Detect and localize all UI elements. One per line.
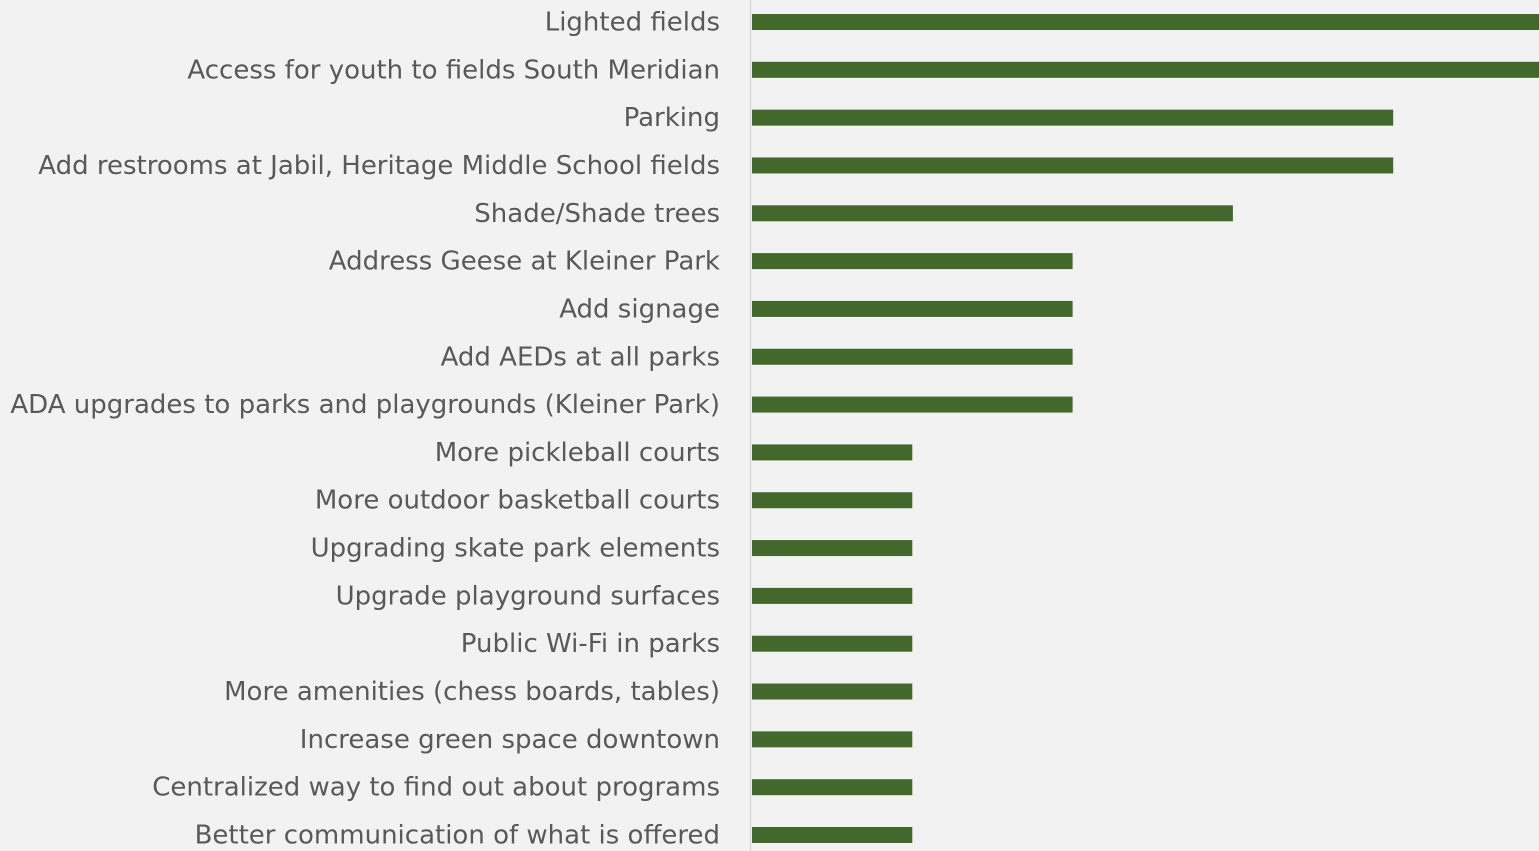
bar xyxy=(752,444,913,461)
category-label: More amenities (chess boards, tables) xyxy=(224,677,720,707)
bar xyxy=(752,587,913,604)
bar xyxy=(752,300,1073,317)
bar xyxy=(752,61,1539,78)
category-label: Add signage xyxy=(559,294,720,324)
bar xyxy=(752,492,913,509)
category-label: Public Wi-Fi in parks xyxy=(461,629,720,659)
bar xyxy=(752,540,913,557)
bar xyxy=(752,731,913,748)
bar xyxy=(752,253,1073,270)
category-label: Better communication of what is offered xyxy=(195,821,720,851)
category-label: Access for youth to fields South Meridia… xyxy=(187,55,720,85)
category-label: Add restrooms at Jabil, Heritage Middle … xyxy=(38,151,720,181)
category-label: More outdoor basketball courts xyxy=(315,486,720,516)
category-label: Increase green space downtown xyxy=(300,725,720,755)
bar xyxy=(752,635,913,652)
bar xyxy=(752,14,1539,30)
bar xyxy=(752,827,913,843)
category-label: Upgrade playground surfaces xyxy=(336,581,720,611)
category-label: More pickleball courts xyxy=(435,438,720,468)
bar xyxy=(752,348,1073,365)
category-label: Add AEDs at all parks xyxy=(441,342,720,372)
bar xyxy=(752,157,1394,174)
category-label: Shade/Shade trees xyxy=(474,199,720,229)
category-label: Centralized way to find out about progra… xyxy=(152,773,720,803)
category-label: Address Geese at Kleiner Park xyxy=(329,247,720,277)
bar xyxy=(752,205,1233,222)
category-label: Upgrading skate park elements xyxy=(311,534,720,564)
category-label: Parking xyxy=(624,103,720,133)
bar xyxy=(752,779,913,796)
bar xyxy=(752,109,1394,126)
category-label: Lighted fields xyxy=(545,8,720,38)
bar xyxy=(752,683,913,700)
category-label: ADA upgrades to parks and playgrounds (K… xyxy=(10,390,720,420)
bar xyxy=(752,396,1073,413)
